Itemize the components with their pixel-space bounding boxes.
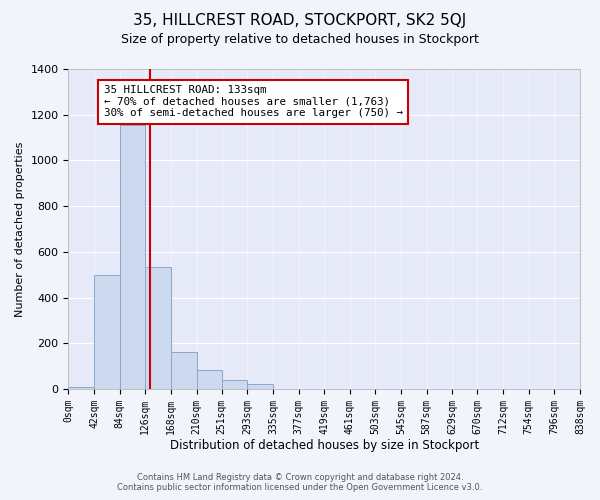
Bar	[221, 380, 247, 389]
Text: 35, HILLCREST ROAD, STOCKPORT, SK2 5QJ: 35, HILLCREST ROAD, STOCKPORT, SK2 5QJ	[133, 12, 467, 28]
Bar	[145, 266, 171, 389]
Bar	[247, 384, 273, 389]
Bar	[197, 370, 221, 389]
Bar	[171, 352, 197, 389]
Text: Contains HM Land Registry data © Crown copyright and database right 2024.
Contai: Contains HM Land Registry data © Crown c…	[118, 473, 482, 492]
Bar	[94, 274, 119, 389]
Text: Size of property relative to detached houses in Stockport: Size of property relative to detached ho…	[121, 32, 479, 46]
Bar	[119, 125, 145, 389]
Bar	[68, 386, 94, 389]
Text: 35 HILLCREST ROAD: 133sqm
← 70% of detached houses are smaller (1,763)
30% of se: 35 HILLCREST ROAD: 133sqm ← 70% of detac…	[104, 85, 403, 118]
Y-axis label: Number of detached properties: Number of detached properties	[15, 142, 25, 316]
X-axis label: Distribution of detached houses by size in Stockport: Distribution of detached houses by size …	[170, 440, 479, 452]
